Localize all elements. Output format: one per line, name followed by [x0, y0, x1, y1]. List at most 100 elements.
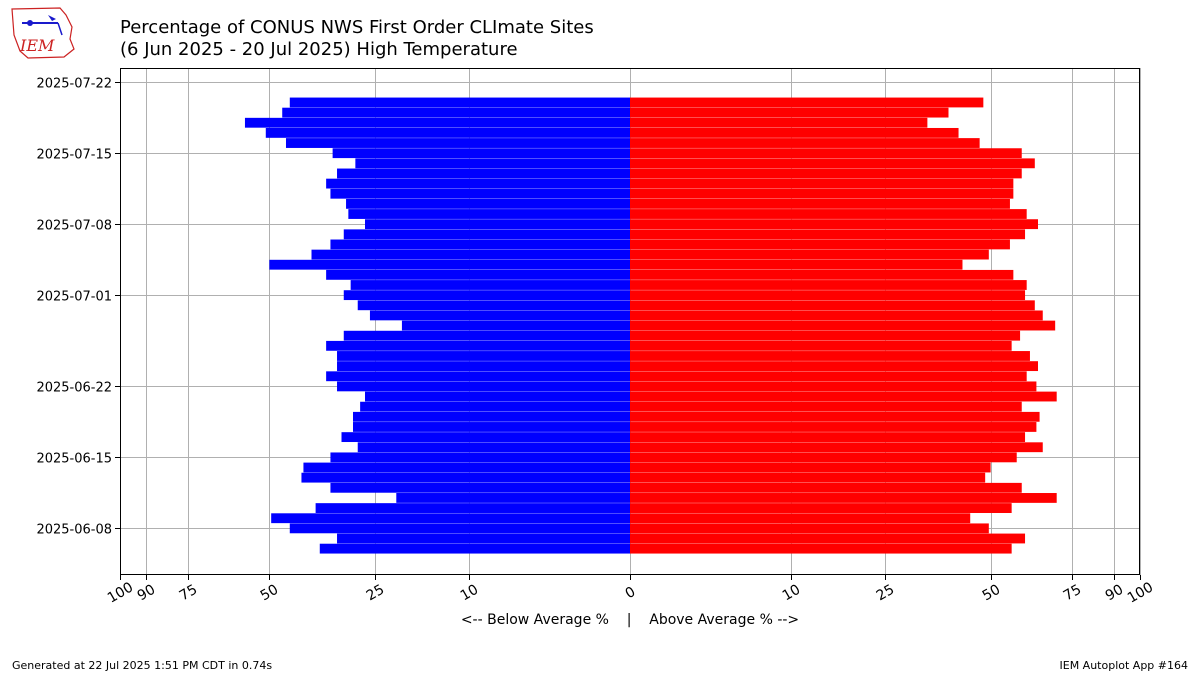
- bar-below-average: [311, 249, 630, 260]
- bar-below-average: [337, 351, 630, 361]
- x-tick-label: 75: [1061, 582, 1084, 605]
- bar-below-average: [282, 107, 630, 118]
- bar-above-average: [630, 361, 1038, 372]
- bar-below-average: [332, 148, 630, 159]
- y-axis: 2025-06-08 2025-06-15 2025-06-22 2025-07-01…: [36, 77, 120, 538]
- bar-above-average: [630, 381, 1037, 392]
- bar-below-average: [343, 229, 630, 240]
- bar-below-average: [303, 462, 630, 473]
- bar-below-average: [346, 198, 630, 209]
- iem-logo: IEM: [8, 5, 80, 61]
- bar-above-average: [630, 401, 1022, 412]
- bar-below-average: [348, 209, 630, 219]
- bar-above-average: [630, 219, 1038, 230]
- bar-below-average: [326, 371, 630, 382]
- x-tick-label: 25: [364, 582, 387, 605]
- bar-above-average: [630, 513, 971, 524]
- bar-below-average: [396, 493, 630, 503]
- chart-title: Percentage of CONUS NWS First Order CLIm…: [120, 17, 594, 38]
- bar-below-average: [337, 361, 630, 372]
- bar-above-average: [630, 503, 1012, 513]
- x-tick-label: 100: [105, 579, 136, 606]
- bar-below-average: [337, 381, 630, 392]
- bar-above-average: [630, 148, 1022, 159]
- y-tick-label: 2025-06-22: [36, 381, 112, 396]
- bar-below-average: [330, 188, 630, 199]
- svg-text:IEM: IEM: [19, 36, 55, 55]
- bar-below-average: [326, 340, 630, 351]
- bar-below-average: [330, 239, 630, 250]
- bar-below-average: [330, 452, 630, 463]
- y-tick-label: 2025-07-15: [36, 148, 112, 163]
- bar-below-average: [326, 178, 630, 189]
- bar-above-average: [630, 310, 1043, 321]
- bar-above-average: [630, 117, 928, 128]
- generated-timestamp: Generated at 22 Jul 2025 1:51 PM CDT in …: [12, 659, 273, 672]
- bar-below-average: [244, 117, 631, 128]
- bar-below-average: [364, 219, 630, 230]
- bar-above-average: [630, 97, 984, 108]
- bar-below-average: [350, 280, 630, 290]
- x-tick-label: 10: [780, 582, 803, 605]
- bar-above-average: [630, 432, 1026, 443]
- bar-above-average: [630, 320, 1056, 331]
- bar-above-average: [630, 249, 989, 260]
- app-id-label: IEM Autoplot App #164: [1059, 659, 1189, 672]
- bar-below-average: [343, 330, 630, 341]
- y-tick-label: 2025-07-22: [36, 77, 112, 92]
- bar-above-average: [630, 523, 989, 534]
- bar-above-average: [630, 462, 991, 473]
- bar-above-average: [630, 452, 1017, 463]
- bar-above-average: [630, 472, 986, 483]
- bar-below-average: [369, 310, 630, 321]
- bar-above-average: [630, 168, 1022, 179]
- bar-below-average: [357, 442, 630, 453]
- bar-below-average: [301, 472, 630, 483]
- bar-below-average: [364, 391, 630, 402]
- chart-subtitle: (6 Jun 2025 - 20 Jul 2025) High Temperat…: [120, 39, 518, 60]
- bar-below-average: [337, 533, 630, 544]
- bar-above-average: [630, 330, 1021, 341]
- bar-below-average: [326, 269, 630, 280]
- bar-below-average: [269, 259, 630, 270]
- bar-below-average: [357, 300, 630, 311]
- bar-above-average: [630, 493, 1057, 503]
- bar-above-average: [630, 158, 1035, 169]
- x-tick-label: 50: [980, 582, 1003, 605]
- bar-above-average: [630, 543, 1012, 554]
- y-tick-label: 2025-07-01: [36, 290, 112, 305]
- x-tick-label: 90: [1103, 582, 1126, 605]
- x-tick-label: 10: [458, 582, 481, 605]
- bar-above-average: [630, 351, 1030, 361]
- bar-above-average: [630, 340, 1012, 351]
- bar-above-average: [630, 209, 1027, 219]
- bar-above-average: [630, 411, 1040, 422]
- bar-below-average: [330, 482, 630, 493]
- bar-above-average: [630, 442, 1043, 453]
- y-tick-label: 2025-07-08: [36, 219, 112, 234]
- bar-above-average: [630, 280, 1027, 290]
- x-tick-label: 90: [135, 582, 158, 605]
- bar-below-average: [289, 97, 630, 108]
- bar-above-average: [630, 290, 1026, 301]
- plot-frame: [120, 68, 1140, 575]
- y-tick-label: 2025-06-15: [36, 452, 112, 467]
- y-tick-label: 2025-06-08: [36, 523, 112, 538]
- bar-below-average: [289, 523, 630, 534]
- bar-above-average: [630, 533, 1026, 544]
- bar-below-average: [319, 543, 630, 554]
- bar-below-average: [352, 422, 630, 432]
- bar-below-average: [285, 138, 630, 148]
- bar-below-average: [343, 290, 630, 301]
- x-tick-label: 25: [874, 582, 897, 605]
- x-tick-label: 0: [623, 584, 639, 602]
- bar-above-average: [630, 107, 949, 118]
- x-tick-label: 100: [1125, 579, 1156, 606]
- bar-above-average: [630, 239, 1010, 250]
- bar-above-average: [630, 127, 959, 138]
- x-tick-label: 75: [177, 582, 200, 605]
- bar-above-average: [630, 138, 980, 148]
- bar-below-average: [341, 432, 630, 443]
